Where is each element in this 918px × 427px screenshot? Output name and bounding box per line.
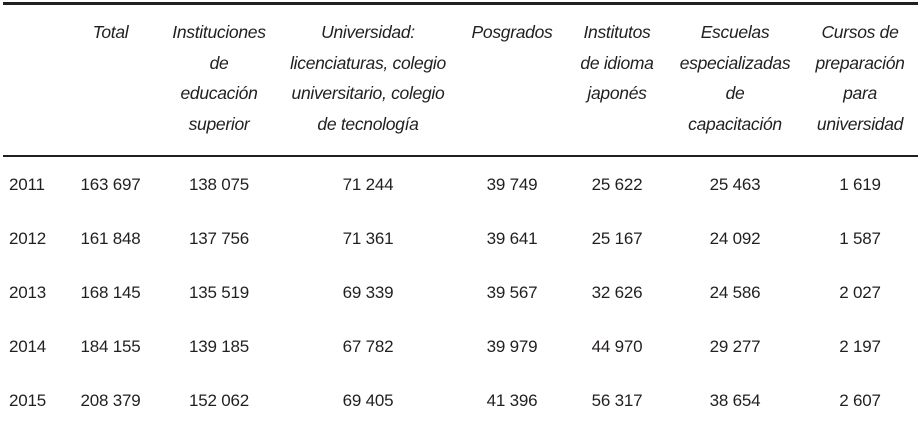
value-cell: 152 062 [188,391,250,410]
value-cell: 168 145 [80,283,141,302]
table-row-2014: 2014 184 155 139 185 67 782 39 979 44 97… [3,319,918,373]
value-cell: 56 317 [591,391,643,410]
column-header-year [3,3,58,157]
year-cell: 2013 [9,283,47,302]
value-cell: 2 607 [839,391,881,410]
value-cell: 39 749 [486,175,538,194]
value-cell: 39 567 [486,283,538,302]
column-header-instituciones-educacion-superior: Instituciones de educación superior [163,3,275,157]
year-cell: 2011 [9,175,45,194]
column-header-cursos-preparacion: Cursos de preparación para universidad [799,3,918,157]
year-cell: 2014 [9,337,47,356]
header-row: Total Instituciones de educación superio… [3,3,918,157]
value-cell: 39 641 [486,229,538,248]
table-row-2013: 2013 168 145 135 519 69 339 39 567 32 62… [3,265,918,319]
table-row-2011: 2011 163 697 138 075 71 244 39 749 25 62… [3,156,918,211]
value-cell: 24 586 [709,283,761,302]
value-cell: 25 622 [591,175,643,194]
value-cell: 138 075 [188,175,250,194]
value-cell: 25 463 [709,175,761,194]
column-header-universidad-licenciaturas: Universidad: licenciaturas, colegio univ… [275,3,461,157]
value-cell: 137 756 [188,229,250,248]
value-cell: 135 519 [188,283,250,302]
value-cell: 29 277 [709,337,761,356]
value-cell: 71 244 [342,175,394,194]
value-cell: 69 405 [342,391,394,410]
value-cell: 139 185 [188,337,250,356]
value-cell: 32 626 [591,283,643,302]
value-cell: 38 654 [709,391,761,410]
value-cell: 184 155 [80,337,141,356]
value-cell: 67 782 [342,337,394,356]
statistics-table: Total Instituciones de educación superio… [3,2,918,427]
value-cell: 41 396 [486,391,538,410]
value-cell: 208 379 [80,391,141,410]
column-header-escuelas-especializadas: Escuelas especializadas de capacitación [671,3,799,157]
year-cell: 2012 [9,229,47,248]
value-cell: 44 970 [591,337,643,356]
value-cell: 71 361 [342,229,394,248]
value-cell: 24 092 [709,229,761,248]
value-cell: 69 339 [342,283,394,302]
value-cell: 163 697 [80,175,141,194]
value-cell: 39 979 [486,337,538,356]
value-cell: 161 848 [80,229,141,248]
value-cell: 2 197 [839,337,881,356]
column-header-posgrados: Posgrados [461,3,563,157]
value-cell: 1 587 [839,229,881,248]
table-row-2015: 2015 208 379 152 062 69 405 41 396 56 31… [3,373,918,427]
value-cell: 2 027 [839,283,881,302]
value-cell: 25 167 [591,229,643,248]
table-row-2012: 2012 161 848 137 756 71 361 39 641 25 16… [3,211,918,265]
value-cell: 1 619 [839,175,881,194]
year-cell: 2015 [9,391,47,410]
column-header-institutos-idioma-japones: Institutos de idioma japonés [563,3,671,157]
column-header-total: Total [58,3,163,157]
